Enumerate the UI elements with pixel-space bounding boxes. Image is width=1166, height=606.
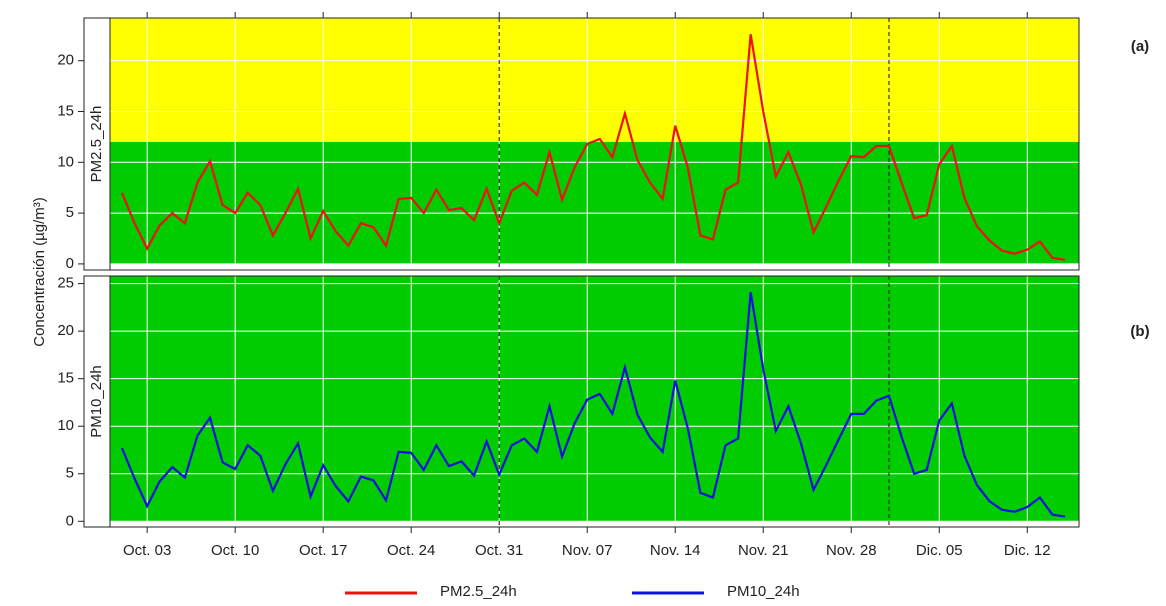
x-tick-label: Oct. 03 <box>123 542 171 559</box>
y-tick-label: 5 <box>66 204 74 221</box>
y-tick-label: 0 <box>66 255 74 272</box>
strip-label: PM2.5_24h <box>88 106 105 183</box>
panel-label: (a) <box>1131 38 1149 55</box>
x-tick-label: Dic. 12 <box>1004 542 1051 559</box>
threshold-band <box>110 141 1079 264</box>
x-tick-label: Nov. 21 <box>738 542 789 559</box>
y-tick-label: 20 <box>57 52 74 69</box>
panel-frame <box>83 275 1080 528</box>
y-tick-label: 15 <box>57 102 74 119</box>
strip-label: PM10_24h <box>88 365 105 438</box>
y-axis-label: Concentración (µg/m³) <box>31 197 48 347</box>
threshold-band <box>110 18 1079 142</box>
x-tick-label: Nov. 07 <box>562 542 613 559</box>
panel-label: (b) <box>1130 323 1149 340</box>
x-tick-label: Nov. 28 <box>826 542 877 559</box>
y-tick-label: 25 <box>57 275 74 292</box>
x-tick-label: Dic. 05 <box>916 542 963 559</box>
data-line <box>120 291 1066 518</box>
y-tick-label: 0 <box>66 512 74 529</box>
y-tick-label: 15 <box>57 370 74 387</box>
x-tick-label: Oct. 31 <box>475 542 523 559</box>
legend-label: PM2.5_24h <box>440 583 517 600</box>
data-line <box>120 34 1066 261</box>
y-tick-label: 10 <box>57 417 74 434</box>
y-tick-label: 5 <box>66 465 74 482</box>
y-tick-label: 20 <box>57 322 74 339</box>
x-tick-label: Oct. 17 <box>299 542 347 559</box>
x-tick-label: Oct. 10 <box>211 542 259 559</box>
panel-frame <box>83 17 1080 271</box>
legend-label: PM10_24h <box>727 583 800 600</box>
y-tick-label: 10 <box>57 153 74 170</box>
threshold-band <box>110 276 1079 522</box>
x-tick-label: Oct. 24 <box>387 542 435 559</box>
x-tick-label: Nov. 14 <box>650 542 701 559</box>
